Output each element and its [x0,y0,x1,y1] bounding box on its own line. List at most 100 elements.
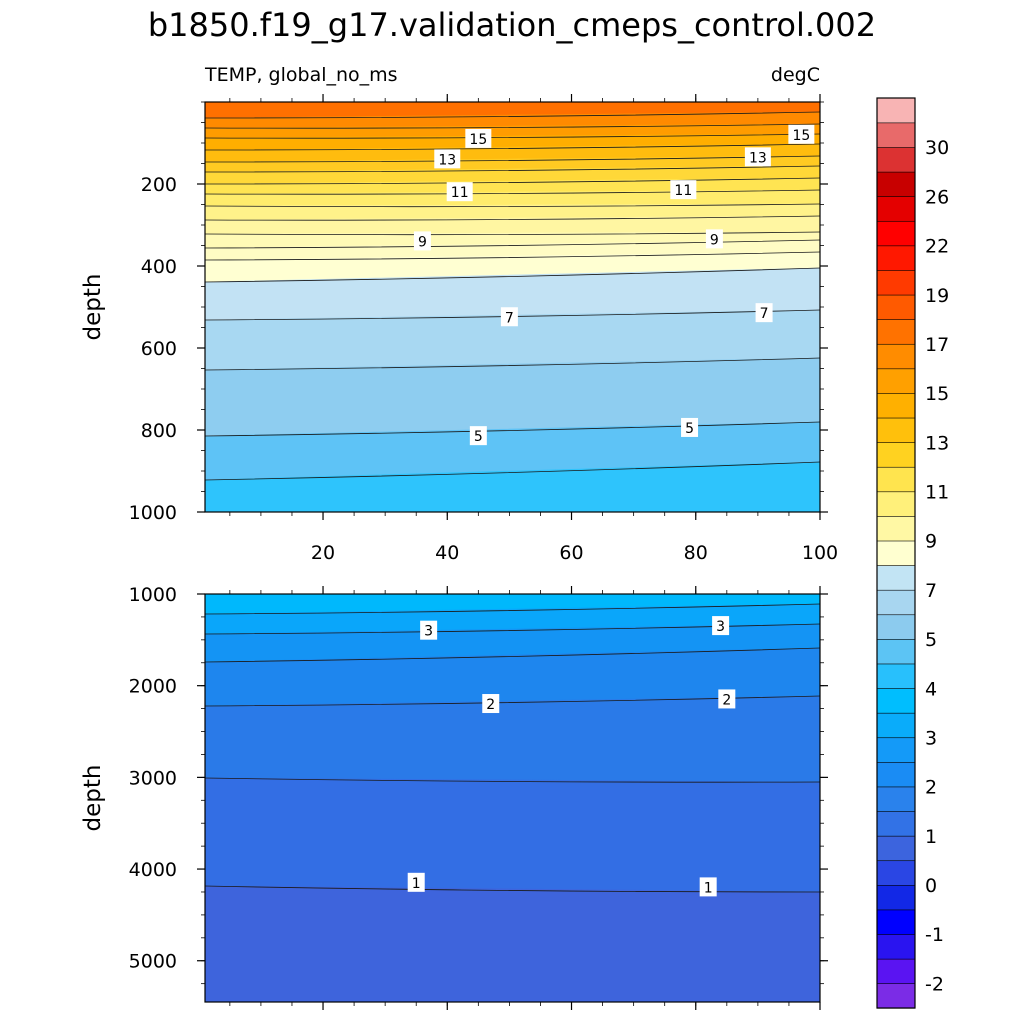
colorbar-segment [876,564,916,591]
contour-label-box [413,231,431,251]
colorbar-segment [876,983,916,1009]
contour-label-box [718,689,736,709]
contour-label-box [681,417,699,437]
contour-line [204,165,821,173]
contour-label-box [469,426,487,446]
y-tick-label: 2000 [129,676,177,698]
contour-label: 3 [420,620,438,640]
colorbar-segment [876,687,916,714]
contour-line [204,777,821,783]
contour-band [204,885,821,1003]
contour-label-text: 5 [685,421,694,437]
colorbar-segment [876,196,916,222]
colorbar-tick-label: 26 [925,186,949,208]
colorbar-segment [876,466,916,493]
contour-line [204,251,821,261]
contour-label: 9 [705,229,723,249]
colorbar-tick-label: -1 [925,924,944,946]
contour-label-text: 15 [792,128,810,144]
colorbar-segment [876,319,916,345]
contour-label: 5 [681,417,699,437]
y-tick-label: 400 [141,256,177,278]
contour-label-box [712,616,730,636]
y-tick-label: 600 [141,338,177,360]
colorbar-segment [876,737,916,763]
x-tick-label: 80 [684,542,708,564]
y-tick-label: 200 [141,174,177,196]
colorbar-segment [876,663,916,689]
colorbar-tick-label: 22 [925,236,949,258]
colorbar-segment [876,417,916,443]
colorbar-tick-label: 30 [925,137,949,159]
contour-line [204,177,821,185]
colorbar-segment [876,540,916,566]
y-axis-label: depth [80,765,106,832]
contour-label-box [407,872,425,892]
contour-label-box [670,180,697,200]
contour-label: 15 [788,124,815,144]
contour-label-box [465,128,492,148]
contour-label-text: 15 [469,132,487,148]
contour-label-box [744,147,771,167]
contour-label: 15 [465,128,492,148]
y-tick-label: 800 [141,420,177,442]
y-tick-label: 1000 [129,584,177,606]
contour-label-box [788,124,815,144]
y-tick-label: 4000 [129,859,177,881]
colorbar-segment [876,269,916,296]
contour-line [204,143,821,151]
colorbar-tick-label: 11 [925,482,949,504]
contour-label: 5 [469,426,487,446]
colorbar-segment [876,860,916,886]
colorbar-tick-label: 9 [925,531,937,553]
contour-label-text: 9 [710,232,719,248]
contour-line [204,885,821,893]
colorbar-segment [876,146,916,173]
colorbar-tick-label: 17 [925,334,949,356]
colorbar-segment [876,614,916,640]
contour-line [204,603,821,615]
colorbar-tick-label: 2 [925,777,937,799]
contour-line [204,155,821,163]
contour-label-box [705,229,723,249]
colorbar-segment [876,491,916,517]
contour-label: 13 [434,149,461,169]
colorbar-tick-label: 4 [925,678,937,700]
upper-panel: 200 400 600 800 1000 20 40 60 80 100 depth 15 15 13 13… [80,94,838,564]
contour-label: 2 [718,689,736,709]
contour-line [204,267,821,283]
contour-label: 7 [755,303,773,323]
contour-line [204,357,821,371]
contour-line [204,421,821,437]
contour-line [204,189,821,195]
units-label: degC [771,64,820,86]
x-tick-label: 100 [802,542,838,564]
contour-label-box [482,694,500,714]
x-tick-label: 60 [559,542,583,564]
colorbar-segment [876,392,916,419]
contour-label-box [500,307,518,327]
colorbar-segment [876,884,916,911]
contour-label-text: 7 [505,310,514,326]
contour-label: 9 [413,231,431,251]
colorbar-segment [876,909,916,935]
colorbar-tick-label: 5 [925,629,937,651]
contour-label-text: 11 [451,185,469,201]
colorbar-segment [876,933,916,960]
y-tick-label: 1000 [129,502,177,524]
colorbar-segment [876,761,916,788]
contour-line [204,623,821,635]
contour-label-text: 9 [418,234,427,250]
contour-line [204,133,821,139]
colorbar-tick-label: -2 [925,973,944,995]
contour-line [204,123,821,129]
contour-label-box [755,303,773,323]
contour-line [204,239,821,249]
colorbar-segment [876,589,916,616]
x-tick-label: 40 [435,542,459,564]
contour-line [204,203,821,208]
y-tick-label: 3000 [129,767,177,789]
contour-band [204,777,821,893]
contour-label: 3 [712,616,730,636]
contour-label-text: 1 [704,880,713,896]
